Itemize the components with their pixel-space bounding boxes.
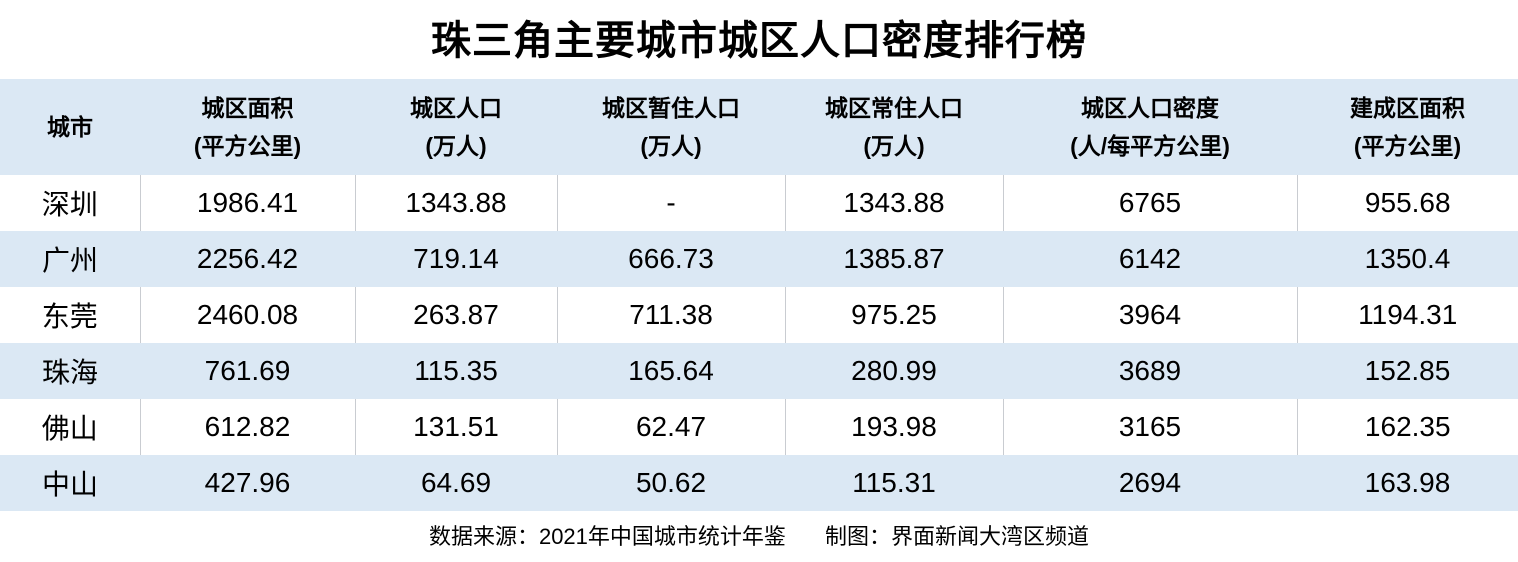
value-cell: 955.68: [1296, 175, 1518, 231]
value-cell: 280.99: [851, 355, 937, 386]
value-cell: 612.82: [139, 399, 355, 455]
table-row-shenzhen: 深圳 1986.41 1343.88 - 1343.88 6765 955.68: [0, 175, 1518, 231]
city-cell: 中山: [41, 469, 98, 500]
value-cell: 263.87: [354, 287, 557, 343]
col-header-label: 城区暂住人口: [602, 95, 740, 121]
value-cell: 115.31: [852, 467, 936, 498]
city-cell: 深圳: [41, 189, 98, 220]
col-header-city: 城市: [0, 79, 140, 175]
col-header-unit: (万人): [425, 133, 487, 159]
value-cell: 1986.41: [139, 175, 355, 231]
value-cell: 64.69: [420, 467, 492, 498]
credit-caption: 制图：界面新闻大湾区频道: [825, 524, 1090, 549]
data-source-caption: 数据来源：2021年中国城市统计年鉴: [428, 524, 786, 549]
col-header-label: 建成区面积: [1350, 95, 1465, 121]
value-cell: 115.35: [414, 355, 498, 386]
col-header-unit: (万人): [640, 133, 702, 159]
city-cell: 佛山: [41, 413, 98, 444]
col-header-unit: (人/每平方公里): [1070, 133, 1230, 159]
value-cell: 193.98: [784, 399, 1003, 455]
value-cell: 1350.4: [1364, 243, 1451, 274]
value-cell: -: [556, 175, 785, 231]
value-cell: 50.62: [635, 467, 707, 498]
col-header-label: 城区人口: [410, 95, 502, 121]
table-body: 深圳 1986.41 1343.88 - 1343.88 6765 955.68…: [0, 175, 1518, 511]
value-cell: 162.35: [1296, 399, 1518, 455]
caption: 数据来源：2021年中国城市统计年鉴 制图：界面新闻大湾区频道: [0, 511, 1518, 552]
table-header: 城市 城区面积 (平方公里) 城区人口 (万人) 城区暂住人口 (万人) 城区常…: [0, 79, 1518, 175]
table-row-zhongshan: 中山 427.96 64.69 50.62 115.31 2694 163.98: [0, 455, 1518, 511]
value-cell: 6142: [1118, 243, 1182, 274]
col-header-population-density: 城区人口密度 (人/每平方公里): [1003, 79, 1297, 175]
col-header-unit: (平方公里): [1353, 133, 1462, 159]
table-row-dongguan: 东莞 2460.08 263.87 711.38 975.25 3964 119…: [0, 287, 1518, 343]
col-header-label: 城区人口密度: [1081, 95, 1219, 121]
col-header-permanent-population: 城区常住人口 (万人): [785, 79, 1003, 175]
city-cell: 东莞: [41, 301, 98, 332]
value-cell: 719.14: [413, 243, 499, 274]
value-cell: 2460.08: [139, 287, 355, 343]
value-cell: 165.64: [628, 355, 714, 386]
value-cell: 3689: [1118, 355, 1182, 386]
table-row-foshan: 佛山 612.82 131.51 62.47 193.98 3165 162.3…: [0, 399, 1518, 455]
value-cell: 152.85: [1364, 355, 1451, 386]
city-cell: 广州: [41, 245, 98, 276]
table-row-zhuhai: 珠海 761.69 115.35 165.64 280.99 3689 152.…: [0, 343, 1518, 399]
value-cell: 6765: [1002, 175, 1297, 231]
value-cell: 163.98: [1364, 467, 1451, 498]
value-cell: 761.69: [204, 355, 291, 386]
value-cell: 1194.31: [1296, 287, 1518, 343]
value-cell: 975.25: [784, 287, 1003, 343]
col-header-unit: (万人): [863, 133, 925, 159]
col-header-label: 城区面积: [201, 95, 294, 121]
col-header-label: 城市: [47, 114, 93, 140]
value-cell: 1343.88: [354, 175, 557, 231]
value-cell: 427.96: [204, 467, 291, 498]
col-header-label: 城区常住人口: [825, 95, 963, 121]
value-cell: 3964: [1002, 287, 1297, 343]
city-density-table: 城市 城区面积 (平方公里) 城区人口 (万人) 城区暂住人口 (万人) 城区常…: [0, 79, 1518, 511]
value-cell: 2694: [1118, 467, 1182, 498]
value-cell: 131.51: [354, 399, 557, 455]
value-cell: 711.38: [556, 287, 785, 343]
col-header-urban-population: 城区人口 (万人): [355, 79, 557, 175]
value-cell: 2256.42: [196, 243, 299, 274]
col-header-builtup-area: 建成区面积 (平方公里): [1297, 79, 1518, 175]
value-cell: 62.47: [556, 399, 785, 455]
page-title: 珠三角主要城市城区人口密度排行榜: [431, 19, 1087, 63]
col-header-urban-area: 城区面积 (平方公里): [140, 79, 355, 175]
value-cell: 3165: [1002, 399, 1297, 455]
value-cell: 1385.87: [843, 243, 945, 274]
header-row: 城市 城区面积 (平方公里) 城区人口 (万人) 城区暂住人口 (万人) 城区常…: [0, 79, 1518, 175]
table-row-guangzhou: 广州 2256.42 719.14 666.73 1385.87 6142 13…: [0, 231, 1518, 287]
value-cell: 666.73: [628, 243, 714, 274]
city-cell: 珠海: [41, 357, 98, 388]
col-header-unit: (平方公里): [193, 133, 302, 159]
col-header-temporary-population: 城区暂住人口 (万人): [557, 79, 785, 175]
value-cell: 1343.88: [784, 175, 1003, 231]
